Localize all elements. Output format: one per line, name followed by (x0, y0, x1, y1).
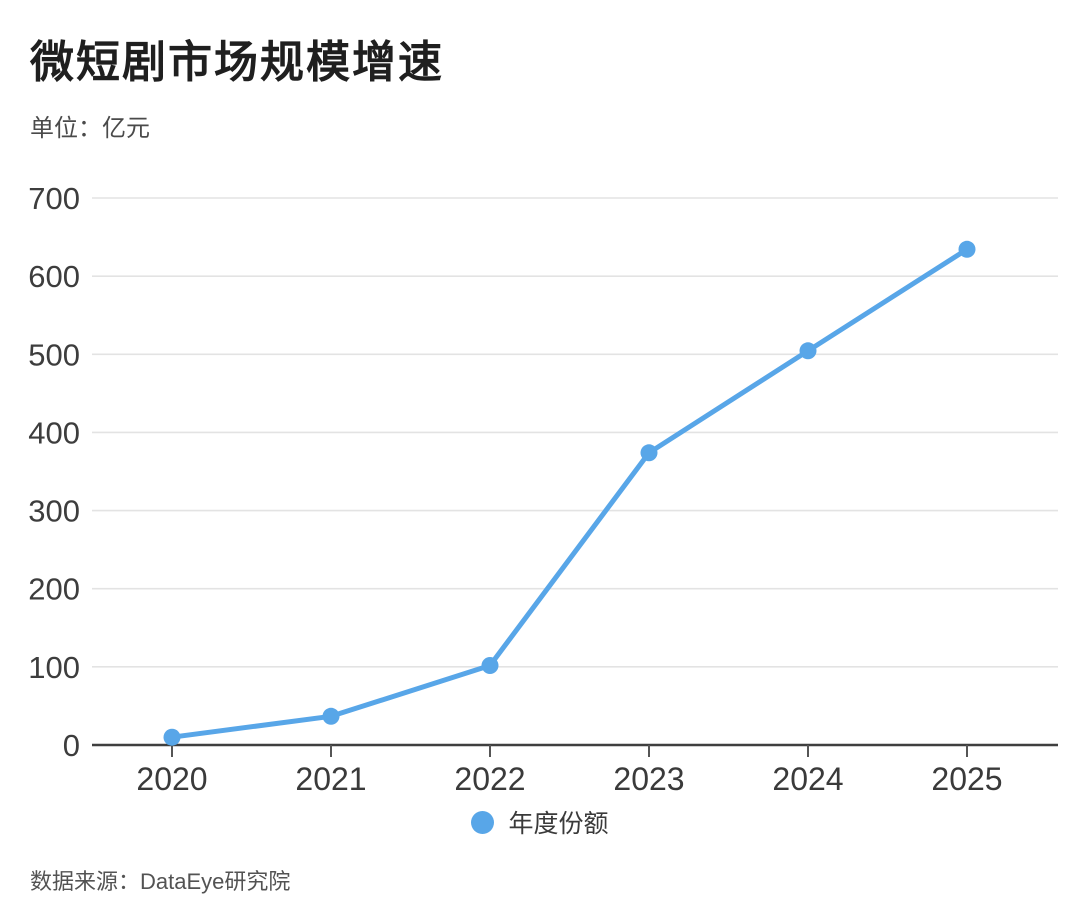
data-point (640, 444, 658, 462)
y-axis-label: 200 (28, 572, 80, 607)
data-point (958, 240, 976, 258)
data-point (799, 342, 817, 360)
legend-label: 年度份额 (508, 810, 609, 838)
y-axis-label: 400 (28, 415, 80, 450)
series-line (169, 246, 970, 740)
legend: 年度份额 (0, 804, 1080, 840)
unit-label: 单位：亿元 (30, 115, 150, 142)
data-point (481, 657, 499, 674)
y-axis-label: 500 (28, 337, 80, 372)
chart-svg: 0 100 200 300 400 500 600 700 2020 2021 2022 2023 20… (28, 181, 1058, 797)
x-axis-label: 2023 (613, 761, 684, 797)
y-axis-label: 100 (28, 650, 80, 685)
data-point (322, 707, 340, 725)
x-axis-label: 2020 (136, 761, 207, 797)
data-source: 数据来源：DataEye研究院 (30, 869, 291, 894)
data-point (163, 728, 181, 746)
y-axis-label: 0 (63, 728, 80, 763)
x-axis-label: 2022 (454, 761, 525, 797)
x-axis-label: 2025 (931, 761, 1002, 797)
y-axis-label: 700 (28, 181, 80, 216)
y-axis-label: 300 (28, 494, 80, 529)
y-axis-label: 600 (28, 259, 80, 294)
legend-series-dot-icon (471, 810, 495, 834)
x-axis-label: 2024 (772, 761, 843, 797)
x-axis-label: 2021 (295, 761, 366, 797)
chart-title: 微短剧市场规模增速 (30, 38, 444, 87)
